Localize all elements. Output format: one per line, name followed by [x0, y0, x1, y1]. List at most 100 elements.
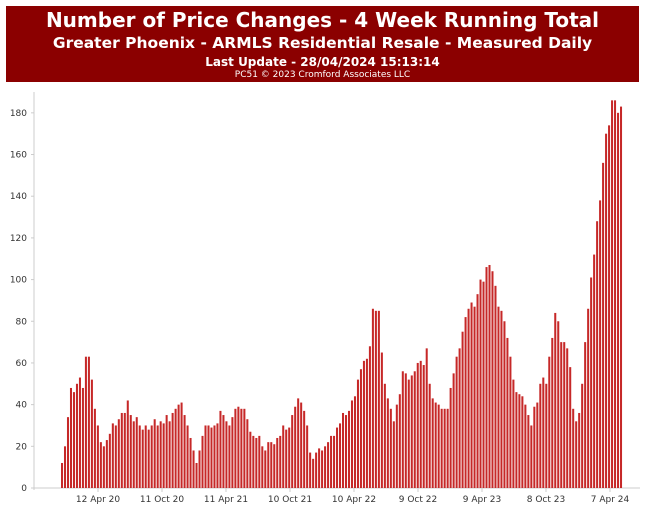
- y-tick-label: 120: [10, 234, 27, 244]
- bar: [291, 415, 294, 488]
- bar: [446, 408, 449, 488]
- bar: [605, 133, 608, 488]
- bar: [608, 125, 611, 488]
- bar: [449, 387, 452, 488]
- bar: [135, 417, 138, 488]
- y-tick-label: 180: [10, 109, 27, 119]
- bar: [168, 421, 171, 488]
- bar: [180, 402, 183, 488]
- bar: [374, 310, 377, 488]
- bar-series: [61, 100, 623, 489]
- bar: [512, 379, 515, 488]
- bar: [216, 423, 219, 488]
- bar: [237, 406, 240, 488]
- chart-title: Number of Price Changes - 4 Week Running…: [45, 8, 600, 32]
- bar: [356, 379, 359, 488]
- bar: [312, 458, 315, 488]
- bar: [144, 425, 147, 488]
- y-tick-label: 60: [16, 359, 28, 369]
- bar: [410, 375, 413, 488]
- bar: [87, 356, 90, 488]
- bar: [204, 425, 207, 488]
- bar: [464, 317, 467, 488]
- bar: [485, 267, 488, 488]
- bar: [353, 396, 356, 488]
- bar: [99, 442, 102, 488]
- bar: [503, 321, 506, 488]
- bar: [428, 383, 431, 488]
- last-update-text: Last Update - 28/04/2024 15:13:14: [205, 55, 440, 69]
- bar: [153, 419, 156, 488]
- bar: [84, 356, 87, 488]
- bar: [458, 348, 461, 488]
- bar: [252, 435, 255, 488]
- bar: [69, 387, 72, 488]
- bar: [273, 444, 276, 488]
- bar: [518, 394, 521, 488]
- bar: [243, 408, 246, 488]
- y-tick-label: 80: [16, 317, 28, 327]
- bar: [222, 415, 225, 488]
- bar: [141, 429, 144, 488]
- bar: [401, 371, 404, 488]
- x-axis: 12 Apr 20 11 Oct 20 11 Apr 21 10 Oct 21 10 A…: [34, 487, 640, 505]
- bar: [264, 450, 267, 488]
- bar: [63, 446, 67, 488]
- bar: [78, 377, 81, 488]
- bar: [282, 425, 285, 488]
- bar: [524, 404, 527, 488]
- x-tick-label: 9 Oct 22: [399, 495, 437, 505]
- bar: [123, 412, 126, 488]
- bar: [344, 415, 348, 488]
- bar: [246, 419, 249, 488]
- bar: [389, 408, 392, 488]
- x-tick-label: 10 Apr 22: [332, 495, 376, 505]
- bar: [213, 425, 216, 488]
- bar: [371, 308, 374, 488]
- bar: [198, 450, 201, 488]
- bar: [195, 462, 198, 488]
- bar: [572, 408, 575, 488]
- bar: [309, 452, 312, 488]
- bar: [75, 383, 78, 488]
- bar: [578, 412, 581, 488]
- bar: [515, 392, 518, 488]
- bar: [500, 310, 503, 488]
- y-tick-label: 40: [16, 401, 28, 411]
- bar: [120, 412, 123, 488]
- bar: [602, 162, 605, 489]
- bar: [330, 435, 333, 488]
- bar: [102, 446, 105, 488]
- bar: [479, 279, 482, 488]
- bar: [539, 383, 542, 488]
- bar: [497, 306, 500, 488]
- bar: [584, 342, 587, 488]
- bar: [66, 417, 70, 488]
- bar: [177, 404, 180, 488]
- y-tick-label: 100: [10, 276, 27, 286]
- bar: [315, 452, 318, 488]
- bar: [575, 421, 578, 488]
- bar: [443, 408, 446, 488]
- bar: [138, 425, 141, 488]
- bar: [258, 435, 261, 488]
- bar: [342, 412, 345, 488]
- bar: [476, 294, 479, 488]
- bar: [228, 425, 231, 488]
- bar: [542, 377, 545, 488]
- bar: [563, 342, 566, 488]
- bar: [551, 337, 554, 488]
- bar: [207, 425, 210, 488]
- bar: [303, 410, 306, 488]
- bar: [461, 331, 464, 488]
- y-tick-label: 160: [10, 151, 27, 161]
- bar: [210, 427, 213, 488]
- bar: [300, 402, 303, 488]
- bar: [72, 392, 75, 488]
- x-tick-label: 11 Apr 21: [204, 495, 248, 505]
- y-axis: 0 20 40 60 80 100 120 140 160 180: [10, 92, 35, 494]
- y-tick-label: 20: [16, 442, 28, 452]
- bar: [147, 429, 150, 488]
- bar: [105, 440, 108, 488]
- bar: [404, 373, 407, 488]
